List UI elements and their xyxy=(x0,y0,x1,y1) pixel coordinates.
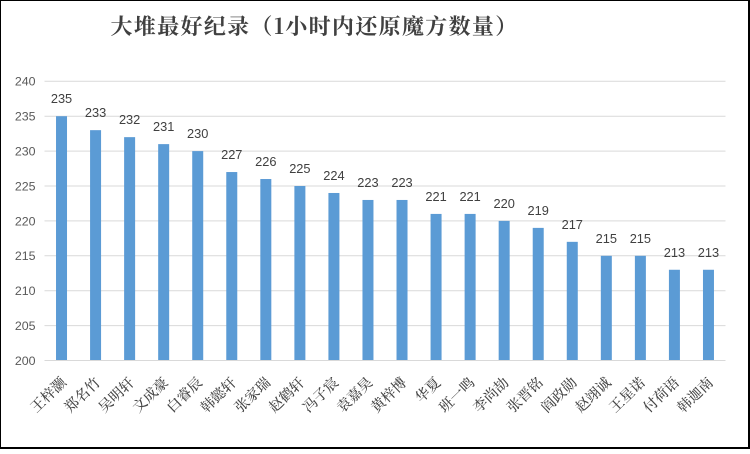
svg-text:220: 220 xyxy=(493,196,514,211)
svg-text:232: 232 xyxy=(119,112,140,127)
svg-text:205: 205 xyxy=(15,319,36,333)
svg-text:223: 223 xyxy=(357,175,378,190)
svg-text:210: 210 xyxy=(15,284,36,298)
svg-text:227: 227 xyxy=(221,147,242,162)
svg-text:225: 225 xyxy=(289,161,310,176)
svg-text:215: 215 xyxy=(630,231,651,246)
svg-text:200: 200 xyxy=(15,354,36,368)
svg-text:235: 235 xyxy=(51,91,72,106)
svg-text:215: 215 xyxy=(15,249,36,263)
svg-text:213: 213 xyxy=(698,245,719,260)
svg-text:233: 233 xyxy=(85,105,106,120)
svg-text:224: 224 xyxy=(323,168,344,183)
svg-text:230: 230 xyxy=(187,126,208,141)
svg-text:231: 231 xyxy=(153,119,174,134)
svg-text:217: 217 xyxy=(562,217,583,232)
svg-text:213: 213 xyxy=(664,245,685,260)
svg-text:221: 221 xyxy=(459,189,480,204)
svg-text:225: 225 xyxy=(15,179,36,193)
svg-text:226: 226 xyxy=(255,154,276,169)
svg-text:240: 240 xyxy=(15,75,36,89)
svg-text:235: 235 xyxy=(15,110,36,124)
svg-text:230: 230 xyxy=(15,145,36,159)
svg-text:215: 215 xyxy=(596,231,617,246)
svg-text:221: 221 xyxy=(425,189,446,204)
svg-text:223: 223 xyxy=(391,175,412,190)
svg-text:219: 219 xyxy=(528,203,549,218)
svg-text:220: 220 xyxy=(15,214,36,228)
